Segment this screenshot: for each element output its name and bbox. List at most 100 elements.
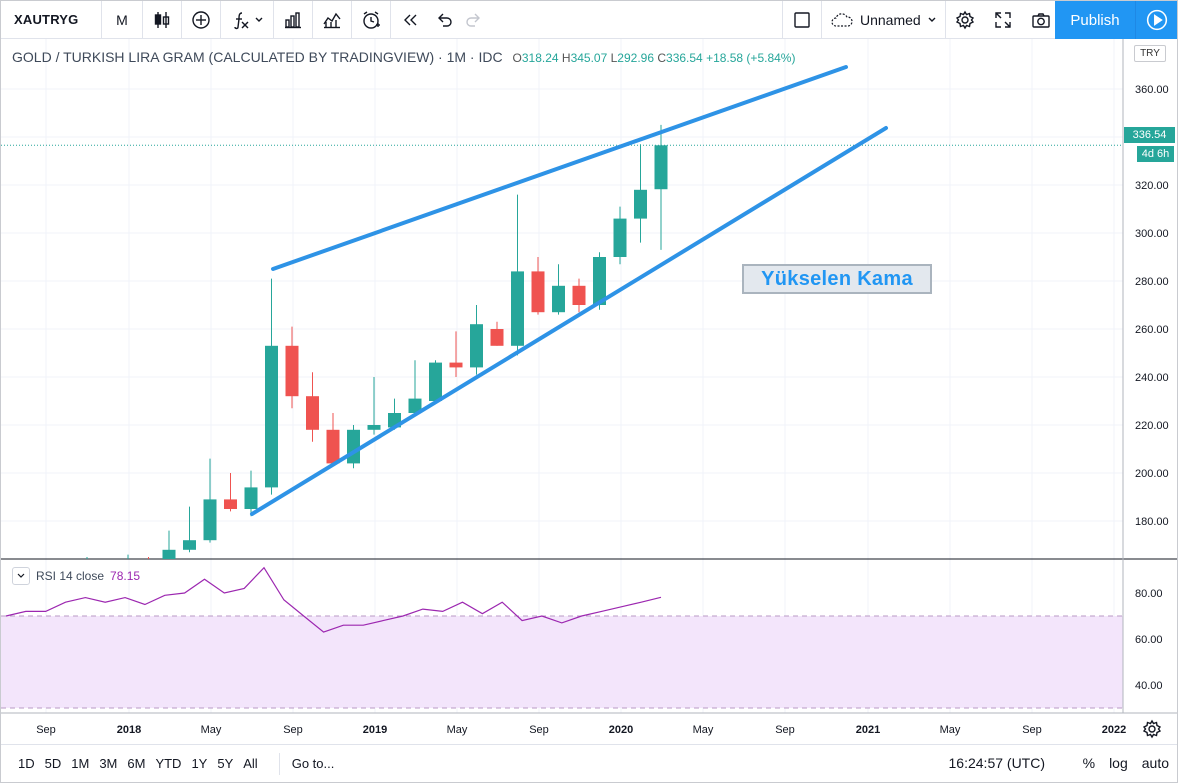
toolbar-right-group: Unnamed [782,1,1060,39]
time-tick-label: Sep [283,724,303,736]
rsi-tick-label: 40.00 [1135,680,1163,692]
auto-scale-toggle[interactable]: auto [1141,755,1169,771]
candle-body [429,362,442,401]
top-toolbar: XAUTRYG M [1,0,1177,39]
camera-icon[interactable] [1022,1,1060,39]
templates-icon[interactable] [313,1,351,39]
toolbar-divider [101,0,102,39]
goto-button[interactable]: Go to... [278,752,334,775]
time-tick-label: 2021 [856,724,880,736]
rsi-label: RSI 14 close [36,569,105,583]
candle-body [183,540,196,550]
symbol-search[interactable]: XAUTRYG [14,12,79,27]
publish-button[interactable]: Publish [1055,1,1135,39]
toolbar-divider [220,0,221,39]
legend-title: GOLD / TURKISH LIRA GRAM (CALCULATED BY … [12,49,503,65]
toolbar-divider [944,1,946,39]
price-tick-label: 200.00 [1135,468,1169,480]
chart-canvas[interactable]: 360.00340.00320.00300.00280.00260.00240.… [1,39,1177,744]
toolbar-divider [273,0,274,39]
candle-body [326,429,340,464]
time-tick-label: May [693,724,714,736]
candle-body [572,285,586,305]
candle-body [511,271,524,346]
candle-body [367,425,381,430]
candle-body [142,564,155,569]
redo-icon[interactable] [459,1,489,39]
range-button-1y[interactable]: 1Y [191,756,208,771]
candle-body [265,345,278,488]
indicators-button[interactable] [221,1,273,39]
candle-body [470,324,483,368]
rsi-line [5,566,662,633]
time-tick-label: 2020 [609,724,633,736]
replay-icon[interactable] [391,1,429,39]
wedge-upper-trendline [271,65,848,271]
toolbar-divider [351,0,352,39]
time-tick-label: May [940,724,961,736]
time-tick-label: 2019 [363,724,387,736]
candle-body [613,218,627,257]
play-button[interactable] [1135,1,1177,39]
rsi-band [1,616,1123,708]
range-button-1m[interactable]: 1M [71,756,90,771]
date-range-group: 1D 5D 1M 3M 6M YTD 1Y 5Y All [1,756,263,771]
price-tick-label: 260.00 [1135,324,1169,336]
chevron-down-icon [928,17,936,22]
toolbar-divider [142,0,143,39]
candle-body [306,396,319,430]
time-tick-label: May [447,724,468,736]
cloud-icon [831,13,853,27]
chart-settings-icon[interactable] [1142,719,1162,739]
percent-scale-toggle[interactable]: % [1082,755,1096,771]
price-tick-label: 320.00 [1135,180,1169,192]
clock: 16:24:57 (UTC) [948,755,1045,771]
candles-icon[interactable] [143,1,181,39]
play-icon [1146,9,1167,31]
candle-body [347,429,360,464]
range-button-6m[interactable]: 6M [127,756,146,771]
toolbar-divider [821,1,822,39]
candle-body [408,398,422,413]
fullscreen-icon[interactable] [984,1,1022,39]
fullscreen-square-icon[interactable] [783,1,821,39]
range-button-ytd[interactable]: YTD [155,756,182,771]
chevron-down-icon [255,17,263,22]
collapse-chevron-icon[interactable] [12,567,30,585]
price-tick-label: 360.00 [1135,84,1169,96]
layout-menu[interactable]: Unnamed [822,1,945,39]
interval-button[interactable]: M [116,11,128,28]
time-tick-label: Sep [1022,724,1042,736]
candle-body [490,329,504,346]
candle-body [162,549,176,559]
range-button-3m[interactable]: 3M [99,756,118,771]
candle-body [244,487,258,509]
rsi-tick-label: 80.00 [1135,588,1163,600]
candle-body [634,189,647,219]
range-button-5d[interactable]: 5D [44,756,62,771]
time-tick-label: May [201,724,222,736]
log-scale-toggle[interactable]: log [1109,755,1128,771]
alert-clock-icon[interactable] [352,1,390,39]
range-button-1d[interactable]: 1D [18,756,35,771]
range-button-5y[interactable]: 5Y [217,756,234,771]
toolbar-divider [181,0,182,39]
settings-gear-icon[interactable] [946,1,984,39]
range-button-all[interactable]: All [243,756,258,771]
text-annotation[interactable]: Yükselen Kama [742,264,932,294]
candles-group [86,124,668,569]
rsi-legend: RSI 14 close 78.15 [12,567,140,585]
toolbar-divider [390,0,391,39]
financials-icon[interactable] [274,1,312,39]
last-price-label: 336.54 [1124,127,1175,143]
wedge-lower-trendline [250,126,888,516]
time-tick-label: Sep [529,724,549,736]
candle-body [224,499,237,509]
layout-name: Unnamed [860,12,921,28]
undo-icon[interactable] [429,1,459,39]
compare-add-icon[interactable] [182,1,220,39]
candle-body [654,145,668,190]
currency-label[interactable]: TRY [1134,45,1166,62]
bar-countdown-label: 4d 6h [1137,146,1174,162]
